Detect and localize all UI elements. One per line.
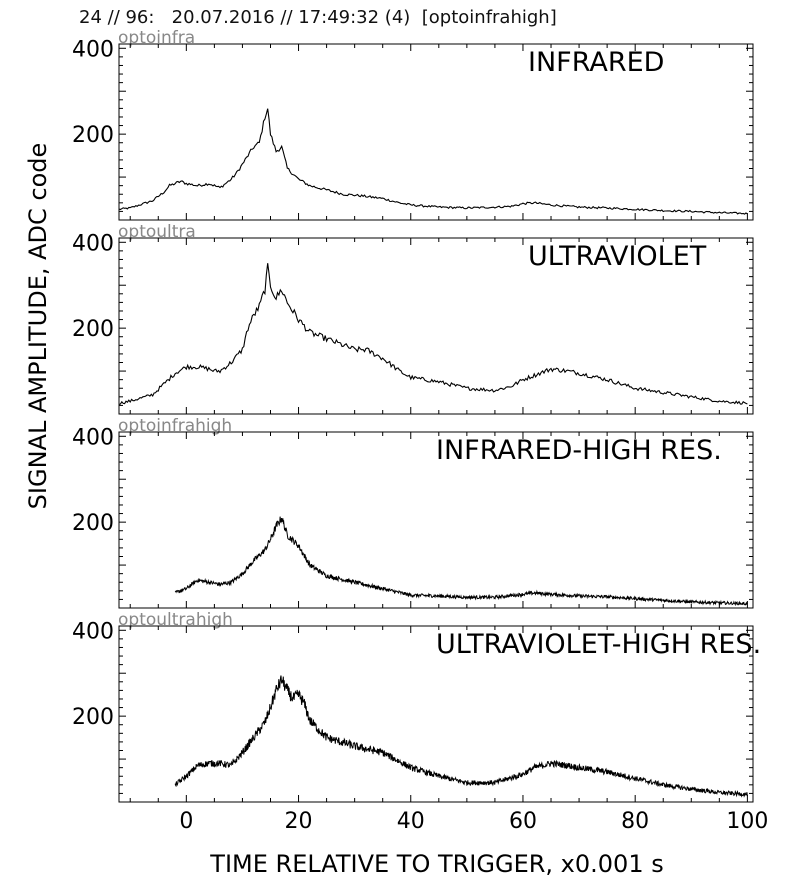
y-tick-label: 400 bbox=[72, 425, 114, 450]
panel-tag-optoultrahigh: optoultrahigh bbox=[118, 610, 233, 630]
series-line-optoultra bbox=[118, 263, 748, 406]
x-tick-label: 100 bbox=[726, 809, 768, 834]
x-tick-label: 80 bbox=[621, 809, 649, 834]
y-axis-label: SIGNAL AMPLITUDE, ADC code bbox=[24, 143, 52, 510]
plot-frame bbox=[118, 625, 754, 803]
panel-tag-optoultra: optoultra bbox=[118, 222, 196, 242]
panel-tag-optoinfrahigh: optoinfrahigh bbox=[118, 416, 232, 436]
y-tick-label: 200 bbox=[72, 123, 114, 148]
panel-title: INFRARED-HIGH RES. bbox=[436, 435, 722, 466]
chart-header: 24 // 96: 20.07.2016 // 17:49:32 (4) [op… bbox=[79, 7, 557, 28]
series-line-optoultrahigh bbox=[174, 675, 748, 798]
x-tick-label: 40 bbox=[397, 809, 425, 834]
x-tick-label: 60 bbox=[509, 809, 537, 834]
series-line-optoinfrahigh bbox=[174, 516, 748, 607]
x-tick-label: 20 bbox=[285, 809, 313, 834]
panel-title: INFRARED bbox=[528, 47, 664, 78]
panel-tag-optoinfra: optoinfra bbox=[118, 28, 195, 48]
y-tick-label: 400 bbox=[72, 619, 114, 644]
y-tick-label: 400 bbox=[72, 37, 114, 62]
plot-frame bbox=[118, 237, 754, 415]
plot-frame bbox=[118, 43, 754, 221]
y-tick-label: 200 bbox=[72, 705, 114, 730]
panel-title: ULTRAVIOLET bbox=[528, 241, 707, 272]
y-tick-label: 200 bbox=[72, 317, 114, 342]
plot-frame bbox=[118, 431, 754, 609]
x-tick-label: 0 bbox=[179, 809, 193, 834]
x-axis-label: TIME RELATIVE TO TRIGGER, x0.001 s bbox=[209, 850, 663, 878]
y-tick-label: 200 bbox=[72, 511, 114, 536]
y-tick-label: 400 bbox=[72, 231, 114, 256]
series-line-optoinfra bbox=[118, 108, 748, 215]
panel-title: ULTRAVIOLET-HIGH RES. bbox=[436, 629, 761, 660]
